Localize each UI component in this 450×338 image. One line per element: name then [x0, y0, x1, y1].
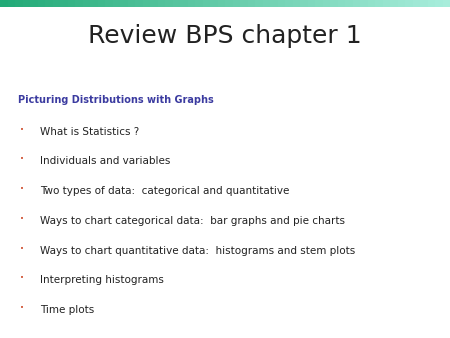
Bar: [375, 0, 383, 7]
Bar: [82, 0, 90, 7]
Bar: [420, 0, 428, 7]
Bar: [158, 0, 166, 7]
Bar: [8, 0, 15, 7]
Text: Ways to chart quantitative data:  histograms and stem plots: Ways to chart quantitative data: histogr…: [40, 246, 356, 256]
Bar: [37, 0, 45, 7]
Bar: [360, 0, 368, 7]
Bar: [127, 0, 135, 7]
Bar: [165, 0, 173, 7]
Bar: [225, 0, 233, 7]
Bar: [98, 0, 105, 7]
Bar: [53, 0, 60, 7]
Bar: [368, 0, 375, 7]
Text: •: •: [20, 186, 23, 192]
Text: Review BPS chapter 1: Review BPS chapter 1: [88, 24, 362, 48]
Bar: [105, 0, 113, 7]
Text: Interpreting histograms: Interpreting histograms: [40, 275, 164, 286]
Bar: [352, 0, 360, 7]
Bar: [262, 0, 270, 7]
Bar: [217, 0, 225, 7]
Bar: [315, 0, 323, 7]
Bar: [240, 0, 248, 7]
Bar: [120, 0, 128, 7]
Bar: [0, 0, 8, 7]
Text: •: •: [20, 127, 23, 133]
Bar: [180, 0, 188, 7]
Text: Ways to chart categorical data:  bar graphs and pie charts: Ways to chart categorical data: bar grap…: [40, 216, 346, 226]
Bar: [172, 0, 180, 7]
Bar: [143, 0, 150, 7]
Bar: [330, 0, 338, 7]
Bar: [210, 0, 218, 7]
Text: Individuals and variables: Individuals and variables: [40, 156, 171, 167]
Bar: [278, 0, 285, 7]
Text: What is Statistics ?: What is Statistics ?: [40, 127, 140, 137]
Bar: [390, 0, 398, 7]
Bar: [112, 0, 121, 7]
Bar: [435, 0, 443, 7]
Text: •: •: [20, 216, 23, 222]
Bar: [382, 0, 391, 7]
Bar: [202, 0, 211, 7]
Bar: [270, 0, 278, 7]
Bar: [60, 0, 68, 7]
Bar: [90, 0, 98, 7]
Bar: [307, 0, 315, 7]
Bar: [15, 0, 23, 7]
Bar: [45, 0, 53, 7]
Bar: [22, 0, 31, 7]
Bar: [442, 0, 450, 7]
Bar: [285, 0, 293, 7]
Bar: [292, 0, 301, 7]
Bar: [248, 0, 256, 7]
Text: •: •: [20, 156, 23, 163]
Bar: [413, 0, 420, 7]
Bar: [233, 0, 240, 7]
Bar: [68, 0, 76, 7]
Bar: [150, 0, 158, 7]
Text: •: •: [20, 275, 23, 282]
Bar: [338, 0, 346, 7]
Bar: [75, 0, 83, 7]
Bar: [345, 0, 353, 7]
Text: Two types of data:  categorical and quantitative: Two types of data: categorical and quant…: [40, 186, 290, 196]
Bar: [195, 0, 203, 7]
Bar: [405, 0, 413, 7]
Text: Time plots: Time plots: [40, 305, 95, 315]
Bar: [255, 0, 263, 7]
Bar: [323, 0, 330, 7]
Bar: [30, 0, 38, 7]
Text: •: •: [20, 305, 23, 311]
Bar: [135, 0, 143, 7]
Text: Picturing Distributions with Graphs: Picturing Distributions with Graphs: [18, 95, 214, 105]
Text: •: •: [20, 246, 23, 252]
Bar: [397, 0, 405, 7]
Bar: [428, 0, 436, 7]
Bar: [300, 0, 308, 7]
Bar: [188, 0, 195, 7]
